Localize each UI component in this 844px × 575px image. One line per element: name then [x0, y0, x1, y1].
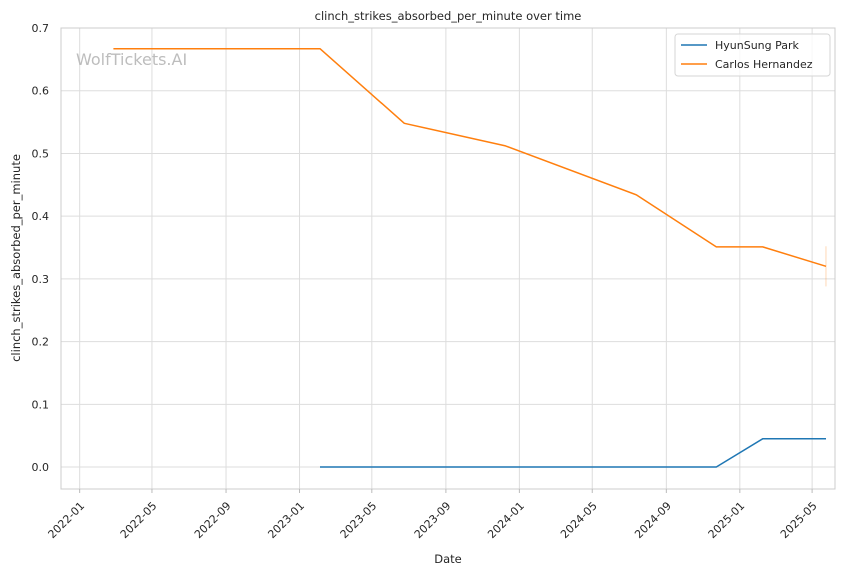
x-tick-label: 2023-01: [265, 499, 307, 541]
x-tick-label: 2025-01: [706, 499, 748, 541]
x-tick-label: 2022-01: [46, 499, 88, 541]
y-tick-label: 0.7: [32, 22, 50, 35]
x-tick-label: 2024-05: [558, 499, 600, 541]
x-axis-ticks: 2022-01 2022-05 2022-09 2023-01 2023-05 2023-…: [46, 489, 820, 541]
y-tick-label: 0.1: [32, 398, 50, 411]
x-axis-label: Date: [434, 552, 462, 566]
chart-title: clinch_strikes_absorbed_per_minute over …: [315, 9, 582, 23]
y-tick-label: 0.5: [32, 147, 50, 160]
legend: HyunSung Park Carlos Hernandez: [674, 33, 831, 77]
x-tick-label: 2023-05: [338, 499, 380, 541]
y-axis-label: clinch_strikes_absorbed_per_minute: [9, 154, 23, 362]
plot-frame: [60, 27, 836, 490]
y-tick-label: 0.3: [32, 273, 50, 286]
legend-label-carlos-hernandez: Carlos Hernandez: [715, 58, 813, 71]
y-axis-ticks: 0.0 0.1 0.2 0.3 0.4 0.5 0.6 0.7: [32, 22, 50, 474]
y-tick-label: 0.2: [32, 336, 50, 349]
series-layer: [113, 47, 827, 468]
x-tick-label: 2022-05: [118, 499, 160, 541]
grid: [61, 27, 835, 489]
y-tick-label: 0.0: [32, 461, 50, 474]
legend-label-hyunsung-park: HyunSung Park: [715, 39, 800, 52]
legend-box: [674, 33, 831, 77]
series-line-carlos-hernandez: [113, 47, 827, 268]
x-tick-label: 2022-09: [192, 499, 234, 541]
series-line-hyunsung-park: [320, 438, 826, 468]
x-tick-label: 2024-01: [485, 499, 527, 541]
x-tick-label: 2024-09: [632, 499, 674, 541]
watermark: WolfTickets.AI: [76, 50, 187, 69]
x-tick-label: 2023-09: [412, 499, 454, 541]
y-tick-label: 0.4: [32, 210, 50, 223]
y-tick-label: 0.6: [32, 85, 50, 98]
x-tick-label: 2025-05: [778, 499, 820, 541]
